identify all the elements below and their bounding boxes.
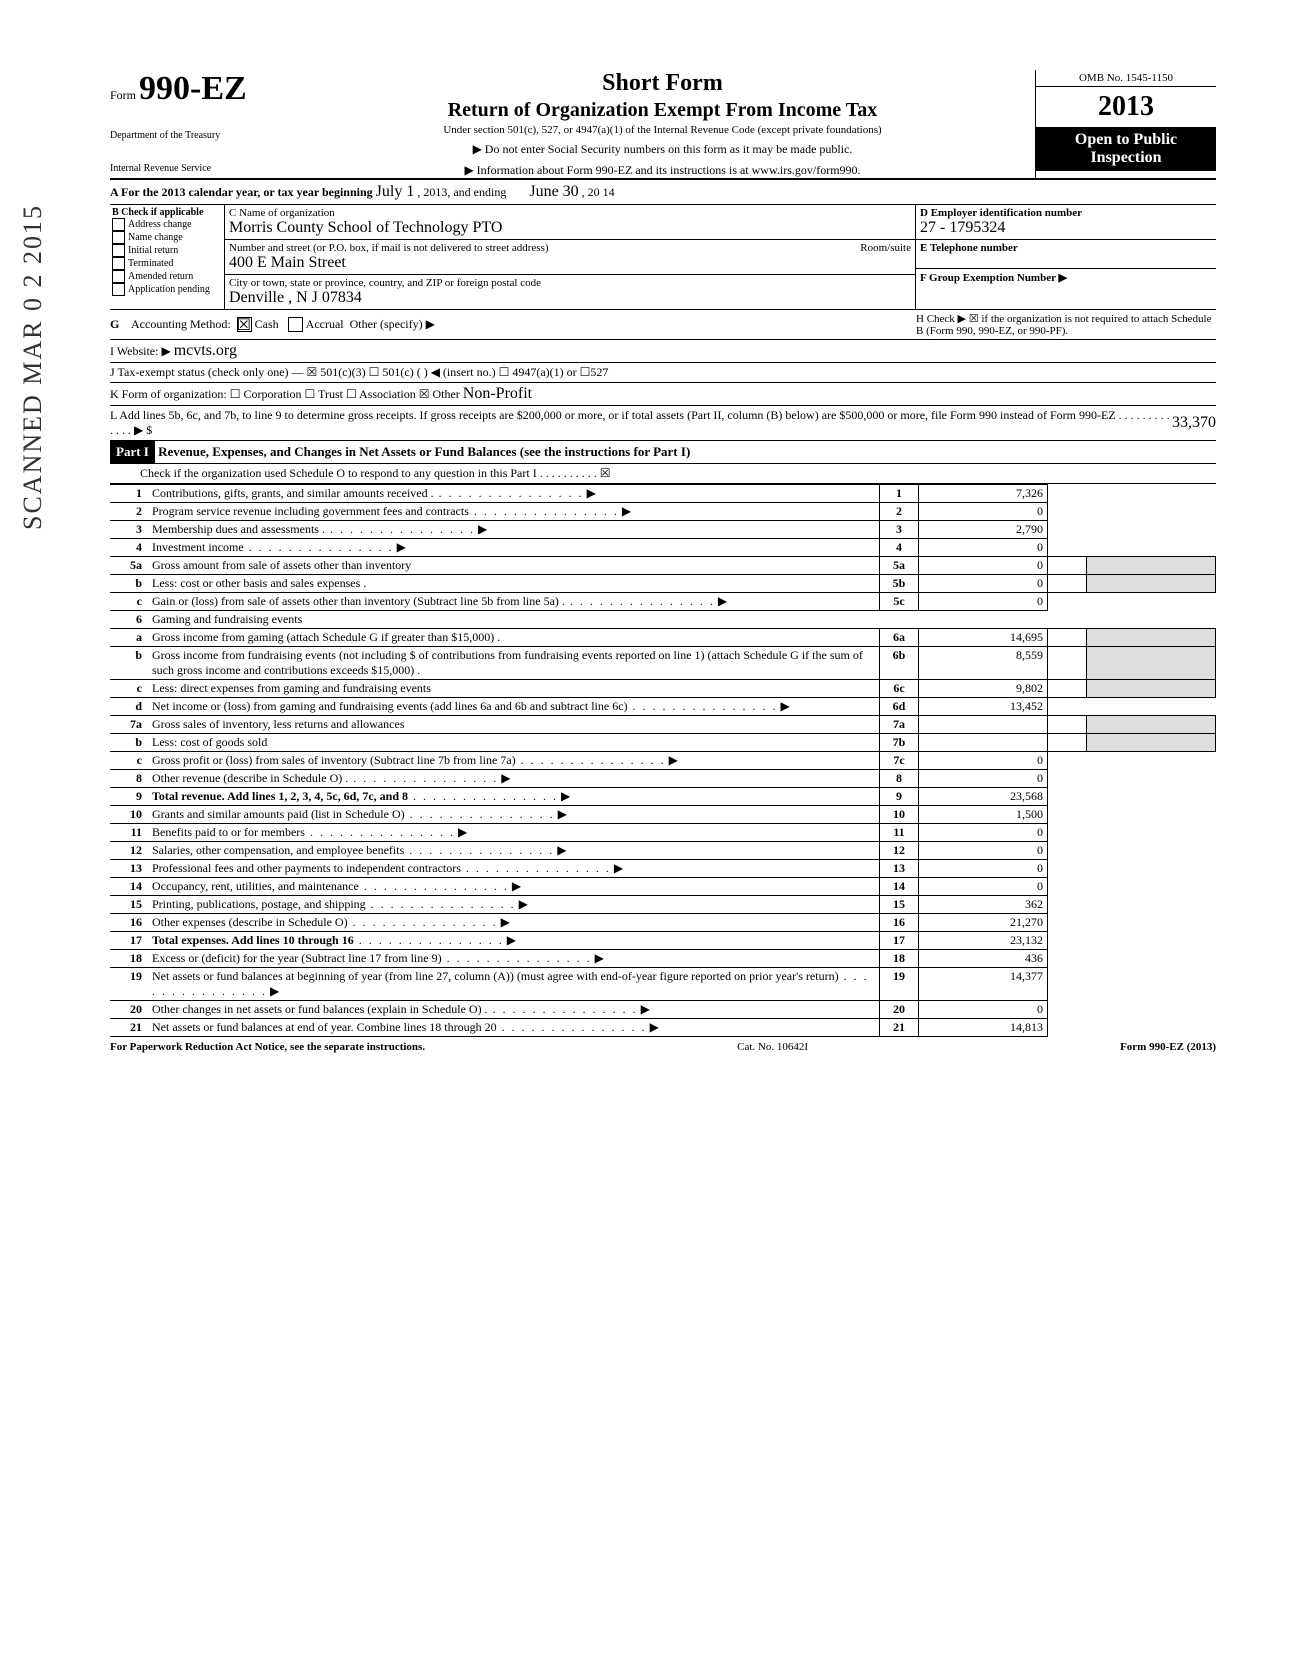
period-end-y: , 20 14	[582, 185, 615, 199]
b-item: Amended return	[112, 270, 222, 283]
form-header: Form 990-EZ Department of the Treasury I…	[110, 70, 1216, 180]
b-item: Name change	[112, 231, 222, 244]
scan-stamp: SCANNED MAR 0 2 2015	[18, 204, 48, 530]
d-val: 27 - 1795324	[920, 219, 1005, 236]
period-end-m: June 30	[529, 183, 578, 200]
line-j: J Tax-exempt status (check only one) — ☒…	[110, 363, 1216, 383]
b-item: Application pending	[112, 283, 222, 296]
col-de: D Employer identification number 27 - 17…	[916, 205, 1216, 309]
part1-head: Part I Revenue, Expenses, and Changes in…	[110, 441, 1216, 464]
open-inspection: Open to Public Inspection	[1036, 127, 1216, 171]
g-acc: Accrual	[306, 317, 344, 332]
footer-l: For Paperwork Reduction Act Notice, see …	[110, 1041, 425, 1053]
line-i: I Website: ▶ mcvts.org	[110, 340, 1216, 363]
j-text: J Tax-exempt status (check only one) — ☒…	[110, 365, 608, 380]
b-item: Initial return	[112, 244, 222, 257]
d-lbl: D Employer identification number	[920, 207, 1082, 219]
b-head: B Check if applicable	[112, 207, 203, 218]
g-other: Other (specify) ▶	[350, 317, 435, 332]
c-name-lbl: C Name of organization	[229, 207, 335, 219]
irs: Internal Revenue Service	[110, 163, 290, 174]
footer: For Paperwork Reduction Act Notice, see …	[110, 1037, 1216, 1053]
chk-accrual[interactable]	[288, 317, 303, 332]
checkbox[interactable]	[112, 270, 125, 283]
bcd-block: B Check if applicable Address changeName…	[110, 205, 1216, 310]
period-a: A For the 2013 calendar year, or tax yea…	[110, 185, 373, 199]
title-return: Return of Organization Exempt From Incom…	[300, 99, 1025, 122]
form-number: 990-EZ	[139, 70, 247, 107]
i-lbl: I Website: ▶	[110, 344, 171, 359]
chk-cash[interactable]	[237, 317, 252, 332]
c-name: Morris County School of Technology PTO	[229, 219, 502, 236]
line-g: G Accounting Method: Cash Accrual Other …	[110, 310, 1216, 340]
period-line: A For the 2013 calendar year, or tax yea…	[110, 180, 1216, 205]
dept: Department of the Treasury	[110, 130, 290, 141]
tax-year: 2013	[1036, 91, 1216, 123]
col-b: B Check if applicable Address changeName…	[110, 205, 225, 309]
checkbox[interactable]	[112, 231, 125, 244]
period-mid: , 2013, and ending	[417, 185, 506, 199]
subtitle: Under section 501(c), 527, or 4947(a)(1)…	[300, 124, 1025, 136]
b-item: Address change	[112, 218, 222, 231]
g-cash: Cash	[255, 317, 279, 332]
c-room: Room/suite	[860, 242, 911, 254]
h-text: H Check ▶ ☒ if the organization is not r…	[916, 312, 1216, 337]
footer-r: Form 990-EZ (2013)	[1120, 1041, 1216, 1053]
form-word: Form	[110, 88, 136, 102]
checkbox[interactable]	[112, 244, 125, 257]
arrow-2: ▶ Information about Form 990-EZ and its …	[300, 163, 1025, 178]
form-table: 1 Contributions, gifts, grants, and simi…	[110, 484, 1216, 1037]
line-k: K Form of organization: ☐ Corporation ☐ …	[110, 383, 1216, 406]
f-lbl: F Group Exemption Number ▶	[920, 272, 1067, 284]
part1-title: Revenue, Expenses, and Changes in Net As…	[158, 444, 690, 459]
checkbox[interactable]	[112, 257, 125, 270]
footer-c: Cat. No. 10642I	[737, 1041, 808, 1053]
period-start: July 1	[376, 183, 415, 200]
arrow-1: ▶ Do not enter Social Security numbers o…	[300, 142, 1025, 157]
i-val: mcvts.org	[174, 342, 237, 360]
form-page: SCANNED MAR 0 2 2015 Form 990-EZ Departm…	[0, 0, 1296, 1656]
part1-bar: Part I	[110, 441, 155, 463]
part1-check: Check if the organization used Schedule …	[110, 464, 1216, 484]
line-l: L Add lines 5b, 6c, and 7b, to line 9 to…	[110, 406, 1216, 441]
l-text: L Add lines 5b, 6c, and 7b, to line 9 to…	[110, 408, 1172, 438]
title-shortform: Short Form	[300, 70, 1025, 97]
checkbox[interactable]	[112, 218, 125, 231]
b-item: Terminated	[112, 257, 222, 270]
c-addr-lbl: Number and street (or P.O. box, if mail …	[229, 242, 549, 254]
l-val: 33,370	[1172, 414, 1216, 432]
e-lbl: E Telephone number	[920, 242, 1018, 254]
checkbox[interactable]	[112, 283, 125, 296]
c-city: Denville , N J 07834	[229, 289, 362, 306]
k-val: Non-Profit	[463, 385, 532, 403]
c-addr: 400 E Main Street	[229, 254, 346, 271]
col-c: C Name of organization Morris County Sch…	[225, 205, 916, 309]
c-city-lbl: City or town, state or province, country…	[229, 277, 541, 289]
k-text: K Form of organization: ☐ Corporation ☐ …	[110, 387, 460, 402]
omb-no: OMB No. 1545-1150	[1036, 70, 1216, 87]
